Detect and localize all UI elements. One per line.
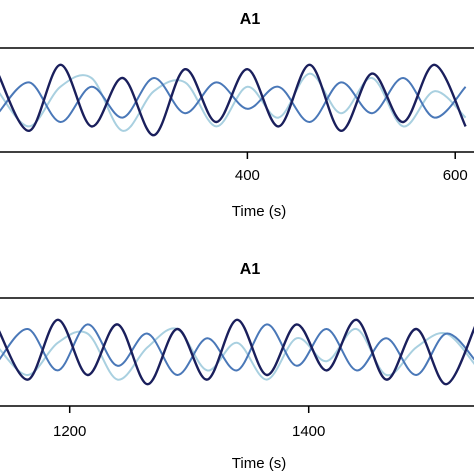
chart-panel-top: A1 400 600 Time (s) xyxy=(0,11,474,220)
plot-frame xyxy=(0,297,474,407)
chart-title: A1 xyxy=(240,261,261,278)
x-axis-label: Time (s) xyxy=(232,455,286,472)
x-tick-label: 1200 xyxy=(53,423,86,440)
series-group xyxy=(0,63,467,137)
x-axis-ticks: 400 600 xyxy=(235,152,468,184)
x-axis-label: Time (s) xyxy=(232,203,286,220)
series-line-3 xyxy=(0,327,474,381)
x-axis-ticks: 1200 1400 xyxy=(53,406,325,440)
series-line-2 xyxy=(0,323,474,376)
chart-panel-bottom: A1 1200 1400 Time (s) xyxy=(0,261,474,472)
x-tick-label: 400 xyxy=(235,167,260,184)
x-tick-label: 600 xyxy=(443,167,468,184)
plot-frame xyxy=(0,47,474,153)
series-line-1 xyxy=(0,63,467,137)
series-line-1 xyxy=(0,318,474,386)
x-tick-label: 1400 xyxy=(292,423,325,440)
series-group xyxy=(0,318,474,386)
chart-title: A1 xyxy=(240,11,261,28)
series-line-3 xyxy=(0,72,467,132)
